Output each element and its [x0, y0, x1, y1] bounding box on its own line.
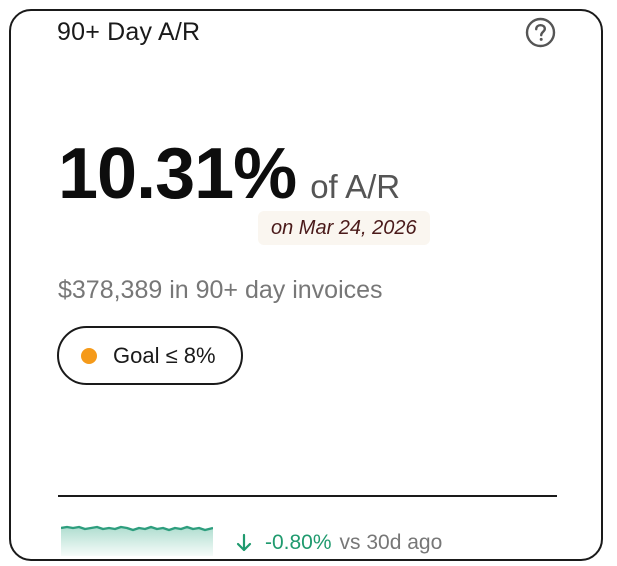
invoice-total-text: $378,389 in 90+ day invoices	[58, 276, 383, 304]
goal-pill[interactable]: Goal ≤ 8%	[57, 326, 243, 385]
as-of-date-chip: on Mar 24, 2026	[258, 211, 430, 245]
question-circle-icon[interactable]	[525, 17, 556, 48]
trend-row: -0.80% vs 30d ago	[235, 531, 442, 555]
card-title: 90+ Day A/R	[57, 18, 201, 46]
metric-row: 10.31% of A/R	[58, 133, 400, 215]
sparkline-line	[61, 525, 213, 532]
sparkline-chart	[61, 525, 213, 556]
metric-unit: of A/R	[310, 168, 401, 205]
sparkline-area	[61, 527, 213, 556]
goal-status-dot-icon	[81, 347, 97, 364]
metric-value: 10.31%	[58, 134, 297, 214]
trend-reference: vs 30d ago	[339, 531, 443, 554]
metric-card	[9, 9, 603, 561]
arrow-down-icon	[236, 533, 252, 552]
divider	[58, 495, 557, 497]
trend-delta: -0.80%	[265, 531, 332, 554]
goal-label: Goal ≤ 8%	[113, 342, 216, 368]
